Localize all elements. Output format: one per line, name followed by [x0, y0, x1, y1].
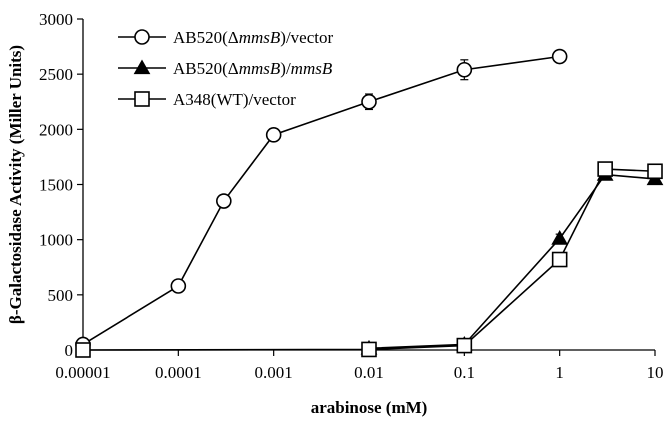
y-tick-label: 3000 [39, 10, 73, 29]
square-marker [75, 342, 91, 358]
legend-label: A348(WT)/vector [173, 90, 296, 109]
x-tick-label: 0.001 [255, 363, 293, 382]
legend-label-part: AB520(Δ [173, 28, 239, 47]
square-marker [647, 163, 663, 180]
legend-label-part: )/vector [280, 28, 333, 47]
circle-marker [216, 193, 232, 209]
x-tick-label: 1 [555, 363, 564, 382]
circle-marker [170, 278, 187, 294]
x-tick-label: 10 [647, 363, 664, 382]
legend-label-part: mmsB [239, 28, 281, 47]
square-marker [456, 337, 473, 354]
y-tick-label: 0 [65, 341, 74, 360]
y-tick-label: 2000 [39, 120, 73, 139]
legend-label-part: mmsB [291, 59, 333, 78]
series-line [368, 173, 656, 350]
y-tick-label: 1000 [39, 231, 73, 250]
series-3 [75, 161, 663, 358]
axes [82, 19, 655, 351]
legend-entry: A348(WT)/vector [118, 90, 296, 109]
legend-label-part: mmsB [239, 59, 281, 78]
triangle-marker [551, 230, 569, 245]
legend-label-part: AB520(Δ [173, 59, 239, 78]
legend-triangle-marker [133, 59, 151, 75]
legend-circle-marker [134, 29, 150, 45]
circle-marker [456, 61, 473, 78]
circle-marker [361, 93, 377, 110]
legend-entry: AB520(ΔmmsB)/vector [118, 28, 333, 47]
legend-entry: AB520(ΔmmsB)/mmsB [118, 59, 333, 78]
circle-marker [551, 48, 568, 65]
y-tick-label: 1500 [39, 176, 73, 195]
legend: AB520(ΔmmsB)/vectorAB520(ΔmmsB)/mmsBA348… [118, 28, 333, 109]
legend-square-marker [134, 91, 150, 107]
y-tick-label: 2500 [39, 65, 73, 84]
x-tick-label: 0.1 [454, 363, 475, 382]
legend-label-part: )/ [280, 59, 291, 78]
square-marker [597, 161, 613, 177]
y-axis-title: β-Galactosidase Activity (Miller Units) [6, 45, 25, 324]
x-tick-label: 0.01 [354, 363, 384, 382]
square-marker [551, 251, 568, 268]
y-tick-label: 500 [48, 286, 74, 305]
x-tick-label: 0.00001 [55, 363, 110, 382]
x-axis-ticks: 0.00001 0.0001 0.001 0.01 0.1 1 10 [55, 350, 664, 382]
legend-label: AB520(ΔmmsB)/vector [173, 28, 333, 47]
x-tick-label: 0.0001 [155, 363, 202, 382]
legend-label-part: A348(WT)/vector [173, 90, 296, 109]
data-series [75, 48, 664, 358]
legend-label: AB520(ΔmmsB)/mmsB [173, 59, 333, 78]
square-marker [361, 341, 377, 358]
y-axis-ticks: 0 500 1000 1500 2000 2500 3000 [39, 10, 83, 360]
circle-marker [265, 127, 282, 143]
series-2 [360, 166, 664, 355]
x-axis-title: arabinose (mM) [311, 398, 428, 417]
series-line [82, 168, 656, 351]
